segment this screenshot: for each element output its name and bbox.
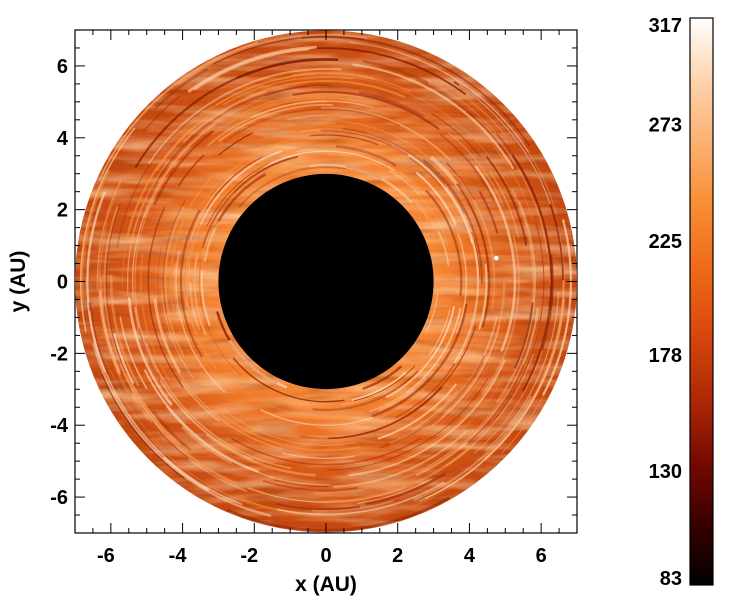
x-axis-label: x (AU) [295, 573, 357, 596]
colorbar-tick-label: 273 [649, 115, 682, 137]
x-tick-label: -6 [97, 545, 115, 567]
y-tick-label: 2 [57, 200, 68, 222]
x-tick-label: -4 [169, 545, 188, 567]
y-tick-labels: -6 -4 -2 0 2 4 6 [50, 56, 69, 509]
colorbar-tick-labels: 317 273 225 178 130 83 [649, 15, 682, 590]
x-tick-label: -2 [240, 545, 258, 567]
colorbar-tick-label: 225 [649, 231, 682, 253]
y-tick-label: 6 [57, 56, 68, 78]
colorbar-tick-label: 130 [649, 461, 682, 483]
y-tick-label: 4 [57, 128, 69, 150]
x-tick-label: 2 [392, 545, 403, 567]
y-axis-label: y (AU) [7, 251, 30, 313]
colorbar-tick-label: 83 [660, 568, 682, 590]
colorbar-tick-label: 178 [649, 345, 682, 367]
inner-hole [218, 174, 433, 389]
y-tick-label: 0 [57, 272, 68, 294]
planet-marker [494, 256, 499, 261]
x-tick-label: 4 [464, 545, 476, 567]
x-tick-label: 6 [536, 545, 547, 567]
y-tick-label: -4 [50, 415, 69, 437]
x-tick-label: 0 [320, 545, 331, 567]
disk-image [75, 30, 577, 533]
x-tick-labels: -6 -4 -2 0 2 4 6 [97, 545, 547, 567]
colorbar: 317 273 225 178 130 83 [649, 15, 713, 590]
colorbar-tick-label: 317 [649, 15, 682, 37]
y-tick-label: -6 [50, 487, 68, 509]
y-tick-label: -2 [50, 343, 68, 365]
colorbar-gradient [690, 18, 713, 585]
